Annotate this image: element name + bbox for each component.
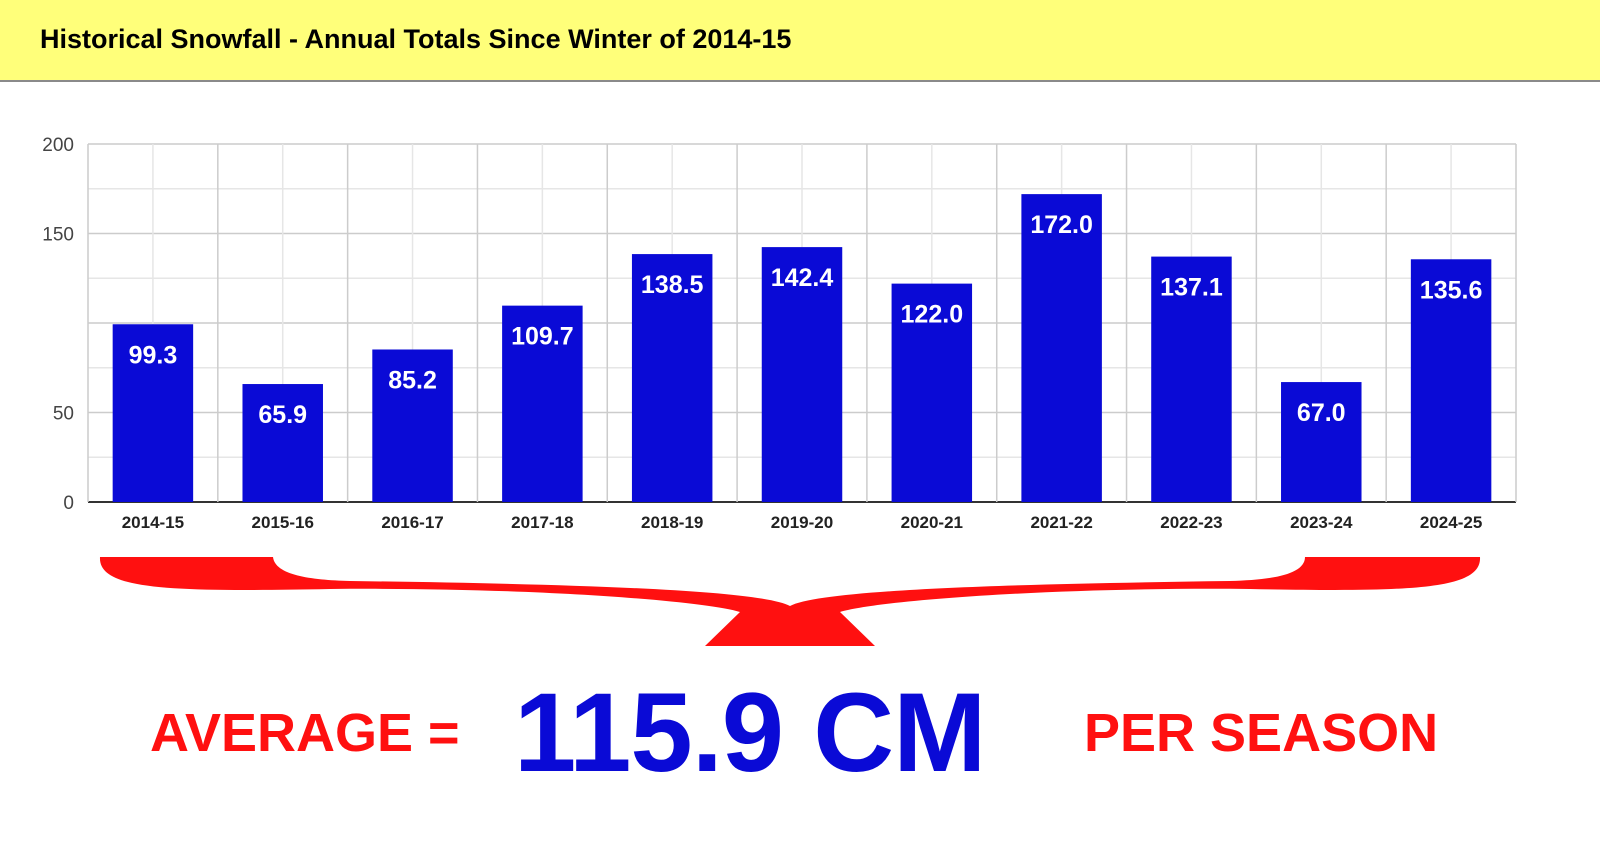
x-tick-label: 2023-24 xyxy=(1290,513,1353,532)
bar-value-label: 67.0 xyxy=(1297,399,1346,427)
x-tick-label: 2014-15 xyxy=(122,513,184,532)
bar-value-label: 99.3 xyxy=(129,341,178,369)
bar-value-label: 138.5 xyxy=(641,271,704,299)
x-tick-label: 2020-21 xyxy=(901,513,963,532)
bar-value-label: 142.4 xyxy=(771,264,834,292)
bar xyxy=(502,305,583,502)
bar xyxy=(1151,256,1232,502)
x-tick-label: 2017-18 xyxy=(511,513,573,532)
x-tick-label: 2019-20 xyxy=(771,513,833,532)
x-tick-label: 2021-22 xyxy=(1030,513,1092,532)
bar xyxy=(761,247,843,502)
bar xyxy=(891,283,973,502)
y-tick-label: 50 xyxy=(53,404,74,425)
snowfall-bar-chart: 0 50 150 200 99.3 65.9 85.2 109.7 138.5 142.4 122… xyxy=(42,135,1517,646)
x-tick-label: 2024-25 xyxy=(1420,513,1482,532)
bar xyxy=(112,324,194,502)
bar-value-label: 172.0 xyxy=(1030,211,1093,239)
bar xyxy=(631,254,713,502)
bar xyxy=(1281,382,1362,502)
bar xyxy=(242,384,323,502)
bar xyxy=(1410,259,1492,502)
average-summary: AVERAGE = 115.9 CM PER SEASON xyxy=(0,668,1600,798)
bar-value-label: 65.9 xyxy=(258,401,307,429)
bar-value-label: 135.6 xyxy=(1420,276,1483,304)
bar xyxy=(1021,194,1102,502)
y-axis-ticks: 0 50 150 200 xyxy=(42,135,74,514)
bar-value-label: 85.2 xyxy=(388,366,437,394)
bar xyxy=(372,349,453,502)
bar-value-label: 109.7 xyxy=(511,323,574,351)
brace xyxy=(99,557,1481,646)
title-banner: Historical Snowfall - Annual Totals Sinc… xyxy=(0,0,1600,82)
bar-value-label: 122.0 xyxy=(901,301,964,329)
y-tick-label: 0 xyxy=(63,493,74,514)
y-tick-label: 150 xyxy=(42,225,74,246)
x-tick-label: 2016-17 xyxy=(381,513,443,532)
average-value: 115.9 CM xyxy=(514,670,986,795)
x-tick-label: 2015-16 xyxy=(252,513,314,532)
x-axis-ticks: 2014-15 2015-16 2016-17 2017-18 2018-19 2019-… xyxy=(122,513,1483,532)
x-tick-label: 2018-19 xyxy=(641,513,703,532)
bars: 99.3 65.9 85.2 109.7 138.5 142.4 122.0 172.0 137… xyxy=(112,194,1492,502)
curly-brace xyxy=(99,557,1481,646)
y-tick-label: 200 xyxy=(42,135,74,156)
chart-title: Historical Snowfall - Annual Totals Sinc… xyxy=(40,24,792,54)
bar-value-label: 137.1 xyxy=(1160,274,1223,302)
average-suffix: PER SEASON xyxy=(1084,703,1439,763)
average-prefix: AVERAGE = xyxy=(150,703,460,763)
x-tick-label: 2022-23 xyxy=(1160,513,1222,532)
